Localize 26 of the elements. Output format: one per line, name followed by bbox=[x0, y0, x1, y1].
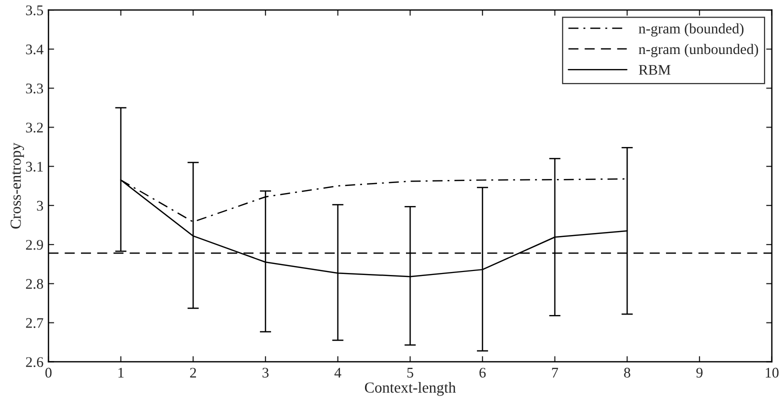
y-tick-label: 3.5 bbox=[26, 5, 44, 16]
y-axis-title: Cross-entropy bbox=[10, 142, 24, 229]
y-tick-label: 2.8 bbox=[26, 278, 44, 289]
x-tick-label: 8 bbox=[624, 368, 630, 378]
y-tick-label: 3.2 bbox=[26, 122, 43, 133]
legend-label: n-gram (unbounded) bbox=[638, 44, 758, 58]
x-tick-label: 4 bbox=[334, 368, 342, 378]
x-tick-label: 7 bbox=[552, 368, 558, 378]
legend-label: n-gram (bounded) bbox=[638, 23, 744, 37]
x-axis-title: Context-length bbox=[364, 382, 456, 396]
y-tick-label: 2.9 bbox=[26, 240, 44, 250]
x-tick-label: 10 bbox=[766, 368, 779, 378]
y-tick-label: 3.3 bbox=[26, 84, 44, 94]
x-tick-label: 5 bbox=[407, 368, 414, 378]
x-tick-label: 6 bbox=[479, 368, 486, 378]
y-tick-label: 2.6 bbox=[26, 357, 44, 368]
x-tick-label: 9 bbox=[696, 368, 703, 378]
x-tick-label: 2 bbox=[190, 368, 196, 378]
x-tick-label: 1 bbox=[118, 368, 124, 378]
x-tick-label: 0 bbox=[45, 368, 52, 378]
y-tick-label: 2.7 bbox=[26, 318, 44, 328]
x-tick-label: 3 bbox=[262, 368, 269, 378]
legend-label: RBM bbox=[638, 65, 670, 75]
y-tick-label: 3 bbox=[37, 200, 44, 211]
y-tick-label: 3.4 bbox=[26, 44, 44, 54]
y-tick-label: 3.1 bbox=[26, 162, 43, 172]
